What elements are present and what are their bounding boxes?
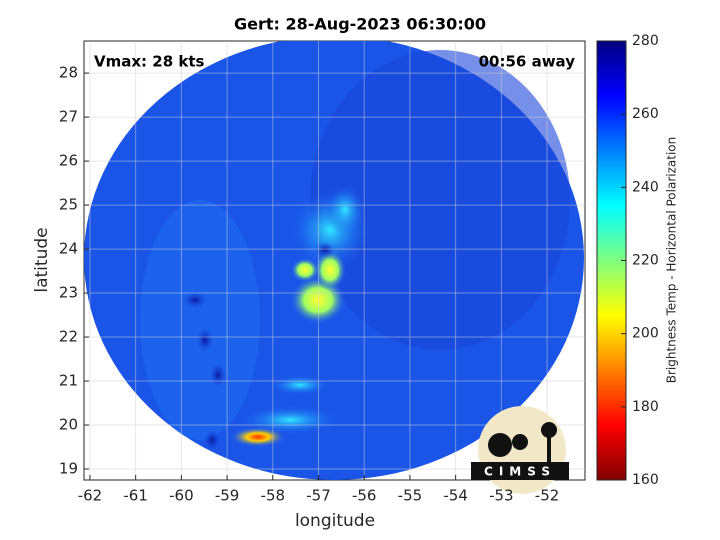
x-tick-label: -53: [489, 487, 514, 505]
colorbar-label: Brightness Temp - Horizontal Polarizatio…: [665, 137, 679, 384]
chart-title: Gert: 28-Aug-2023 06:30:00: [234, 15, 486, 34]
annotation: 00:56 away: [479, 53, 576, 71]
colorbar-tick-label: 220: [632, 253, 659, 269]
y-tick-label: 22: [59, 328, 78, 346]
colorbar-tick-label: 180: [632, 399, 659, 415]
colorbar-tick-label: 240: [632, 179, 659, 195]
x-tick-label: -58: [261, 487, 286, 505]
x-tick-label: -57: [306, 487, 331, 505]
y-tick-label: 26: [59, 152, 78, 170]
x-tick-label: -55: [398, 487, 423, 505]
x-tick-label: -56: [352, 487, 377, 505]
y-tick-label: 27: [59, 108, 78, 126]
x-tick-label: -62: [78, 487, 103, 505]
y-tick-label: 23: [59, 284, 78, 302]
logo-text: CIMSS: [484, 465, 556, 479]
satellite-image: [84, 41, 584, 480]
y-tick-label: 21: [59, 372, 78, 390]
colorbar-tick-label: 200: [632, 326, 659, 342]
y-tick-label: 19: [59, 460, 78, 478]
colorbar-tick-label: 160: [632, 472, 659, 488]
x-tick-label: -52: [535, 487, 560, 505]
x-tick-label: -59: [215, 487, 240, 505]
x-tick-label: -54: [443, 487, 468, 505]
y-tick-label: 24: [59, 240, 78, 258]
annotation: Vmax: 28 kts: [94, 53, 204, 71]
grid: [84, 41, 585, 480]
y-tick-label: 20: [59, 416, 78, 434]
x-tick-label: -60: [169, 487, 194, 505]
colorbar-tick-label: 280: [632, 33, 659, 49]
y-tick-label: 25: [59, 196, 78, 214]
y-tick-label: 28: [59, 64, 78, 82]
colorbar-tick-label: 260: [632, 106, 659, 122]
x-tick-label: -61: [123, 487, 148, 505]
logo: CIMSS: [471, 406, 569, 494]
x-axis-label: longitude: [295, 511, 375, 531]
y-axis-label: latitude: [32, 227, 52, 292]
